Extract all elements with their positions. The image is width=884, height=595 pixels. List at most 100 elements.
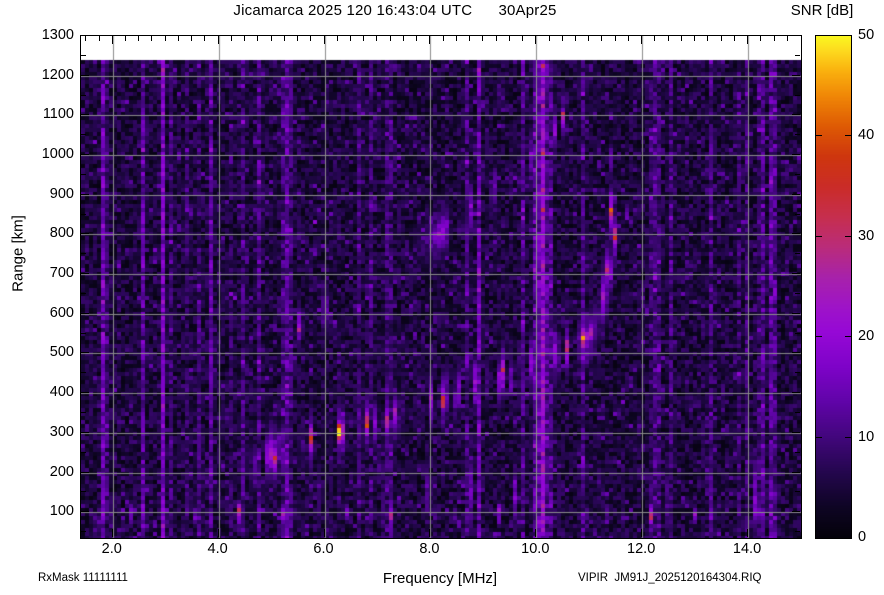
x-minor-tickmark <box>138 36 139 41</box>
colorbar-tickmark <box>816 336 822 337</box>
y-minor-tickmark <box>81 154 86 155</box>
y-axis-tick: 1100 <box>42 106 74 123</box>
y-minor-tickmark <box>795 253 800 254</box>
y-minor-tickmark <box>795 273 800 274</box>
y-axis-tick: 400 <box>49 384 74 401</box>
x-minor-tickmark <box>231 36 232 41</box>
y-minor-tickmark <box>81 412 86 413</box>
colorbar-tick: 50 <box>858 27 875 43</box>
y-minor-tickmark <box>795 154 800 155</box>
x-minor-tickmark <box>350 36 351 41</box>
y-minor-tickmark <box>795 95 800 96</box>
y-axis-tick: 200 <box>49 463 74 480</box>
colorbar-tickmark <box>845 135 851 136</box>
y-minor-tickmark <box>81 313 86 314</box>
rxmask-label: RxMask 11111111 <box>38 572 128 584</box>
x-axis-tick: 8.0 <box>419 541 440 557</box>
y-minor-tickmark <box>795 472 800 473</box>
y-minor-tickmark <box>795 531 800 532</box>
x-minor-tickmark <box>416 36 417 41</box>
y-minor-tickmark <box>81 253 86 254</box>
x-minor-tickmark <box>310 36 311 41</box>
colorbar-tickmark <box>845 236 851 237</box>
x-minor-tickmark <box>257 36 258 41</box>
y-minor-tickmark <box>795 412 800 413</box>
page-title: Jicamarca 2025 120 16:43:04 UTC 30Apr25 <box>233 2 557 19</box>
y-minor-tickmark <box>795 511 800 512</box>
y-minor-tickmark <box>795 174 800 175</box>
y-axis-tick: 1300 <box>41 27 74 43</box>
x-minor-tickmark <box>443 36 444 41</box>
colorbar-tick: 20 <box>858 328 875 345</box>
y-minor-tickmark <box>81 392 86 393</box>
y-minor-tickmark <box>81 55 86 56</box>
ionogram-plot[interactable] <box>80 35 802 539</box>
x-axis-tick: 10.0 <box>521 541 550 557</box>
x-minor-tickmark <box>284 36 285 41</box>
x-major-tickmark <box>429 529 430 537</box>
y-minor-tickmark <box>81 491 86 492</box>
colorbar-tickmark <box>845 336 851 337</box>
x-minor-tickmark <box>324 36 325 41</box>
y-minor-tickmark <box>81 432 86 433</box>
x-minor-tickmark <box>151 36 152 41</box>
y-minor-tickmark <box>81 333 86 334</box>
x-minor-tickmark <box>681 36 682 41</box>
x-minor-tickmark <box>191 36 192 41</box>
y-minor-tickmark <box>81 214 86 215</box>
y-minor-tickmark <box>795 214 800 215</box>
x-minor-tickmark <box>85 36 86 41</box>
y-axis-label: Range [km] <box>9 215 27 292</box>
x-minor-tickmark <box>628 36 629 41</box>
x-minor-tickmark <box>218 36 219 41</box>
colorbar-tick: 10 <box>858 428 875 445</box>
y-axis-tick: 900 <box>49 185 74 202</box>
y-axis-tick: 700 <box>49 265 74 282</box>
y-minor-tickmark <box>81 472 86 473</box>
x-axis-tick: 2.0 <box>101 541 122 557</box>
x-minor-tickmark <box>469 36 470 41</box>
x-minor-tickmark <box>535 36 536 41</box>
y-minor-tickmark <box>81 174 86 175</box>
y-axis-tick: 1200 <box>41 66 74 83</box>
x-axis-tick: 4.0 <box>207 541 228 557</box>
y-minor-tickmark <box>795 432 800 433</box>
colorbar-gradient <box>816 36 851 538</box>
x-minor-tickmark <box>363 36 364 41</box>
y-minor-tickmark <box>81 531 86 532</box>
x-minor-tickmark <box>588 36 589 41</box>
x-minor-tickmark <box>244 36 245 41</box>
x-minor-tickmark <box>747 36 748 41</box>
colorbar-tick: 0 <box>858 529 867 545</box>
colorbar-title: SNR [dB] <box>790 2 854 19</box>
y-minor-tickmark <box>81 134 86 135</box>
y-minor-tickmark <box>81 273 86 274</box>
y-axis-tick: 800 <box>49 225 74 242</box>
x-major-tickmark <box>218 529 219 537</box>
y-minor-tickmark <box>795 134 800 135</box>
colorbar[interactable] <box>815 35 852 539</box>
x-minor-tickmark <box>204 36 205 41</box>
y-minor-tickmark <box>795 392 800 393</box>
y-minor-tickmark <box>81 114 86 115</box>
colorbar-tick: 30 <box>858 227 875 244</box>
x-minor-tickmark <box>707 36 708 41</box>
x-minor-tickmark <box>760 36 761 41</box>
x-minor-tickmark <box>549 36 550 41</box>
x-minor-tickmark <box>429 36 430 41</box>
ionogram-heatmap-canvas[interactable] <box>81 36 801 538</box>
x-minor-tickmark <box>376 36 377 41</box>
x-minor-tickmark <box>99 36 100 41</box>
x-major-tickmark <box>535 529 536 537</box>
y-minor-tickmark <box>795 333 800 334</box>
x-minor-tickmark <box>668 36 669 41</box>
x-minor-tickmark <box>456 36 457 41</box>
x-axis-label: Frequency [MHz] <box>382 570 498 587</box>
x-axis-tick: 12.0 <box>627 541 656 557</box>
colorbar-tickmark <box>845 437 851 438</box>
x-minor-tickmark <box>641 36 642 41</box>
y-axis-tick: 600 <box>49 304 74 321</box>
x-axis-tick: 6.0 <box>313 541 334 557</box>
y-minor-tickmark <box>81 75 86 76</box>
x-major-tickmark <box>112 529 113 537</box>
